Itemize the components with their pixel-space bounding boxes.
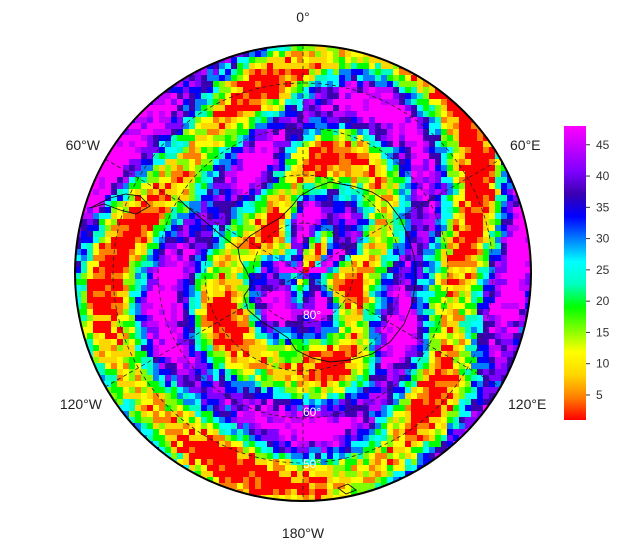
lon-label-upper-left: 60°W xyxy=(66,137,101,153)
lon-label-upper-right: 60°E xyxy=(510,137,541,153)
lon-label-top: 0° xyxy=(296,9,309,25)
lat-label-50: 50° xyxy=(303,457,321,471)
colorbar-tick-label: 35 xyxy=(596,200,610,214)
lat-circle-50 xyxy=(112,82,494,464)
colorbar-tick-label: 10 xyxy=(596,357,610,371)
antarctica-coastline xyxy=(89,181,417,495)
colorbar-tick-label: 15 xyxy=(596,325,610,339)
graticule xyxy=(104,45,502,501)
colorbar-ramp xyxy=(564,126,586,420)
colorbar-tick-label: 45 xyxy=(596,138,610,152)
lat-circle-80 xyxy=(252,222,354,324)
lon-label-lower-right: 120°E xyxy=(508,396,546,412)
colorbar-tick-label: 30 xyxy=(596,232,610,246)
map-border xyxy=(74,44,532,502)
colorbar-tick-label: 40 xyxy=(596,169,610,183)
lat-label-60: 60° xyxy=(303,405,321,419)
meridian-60 xyxy=(104,158,502,388)
meridian-120 xyxy=(104,158,502,388)
lon-label-lower-left: 120°W xyxy=(60,396,103,412)
lon-label-bottom: 180°W xyxy=(282,525,325,541)
colorbar: 5 10 15 20 25 30 35 40 45 xyxy=(564,126,610,420)
colorbar-tick-label: 25 xyxy=(596,263,610,277)
lat-circle-70 xyxy=(204,174,402,372)
lat-label-80: 80° xyxy=(303,308,321,322)
colorbar-tick-label: 20 xyxy=(596,294,610,308)
colorbar-tick-label: 5 xyxy=(596,388,603,402)
